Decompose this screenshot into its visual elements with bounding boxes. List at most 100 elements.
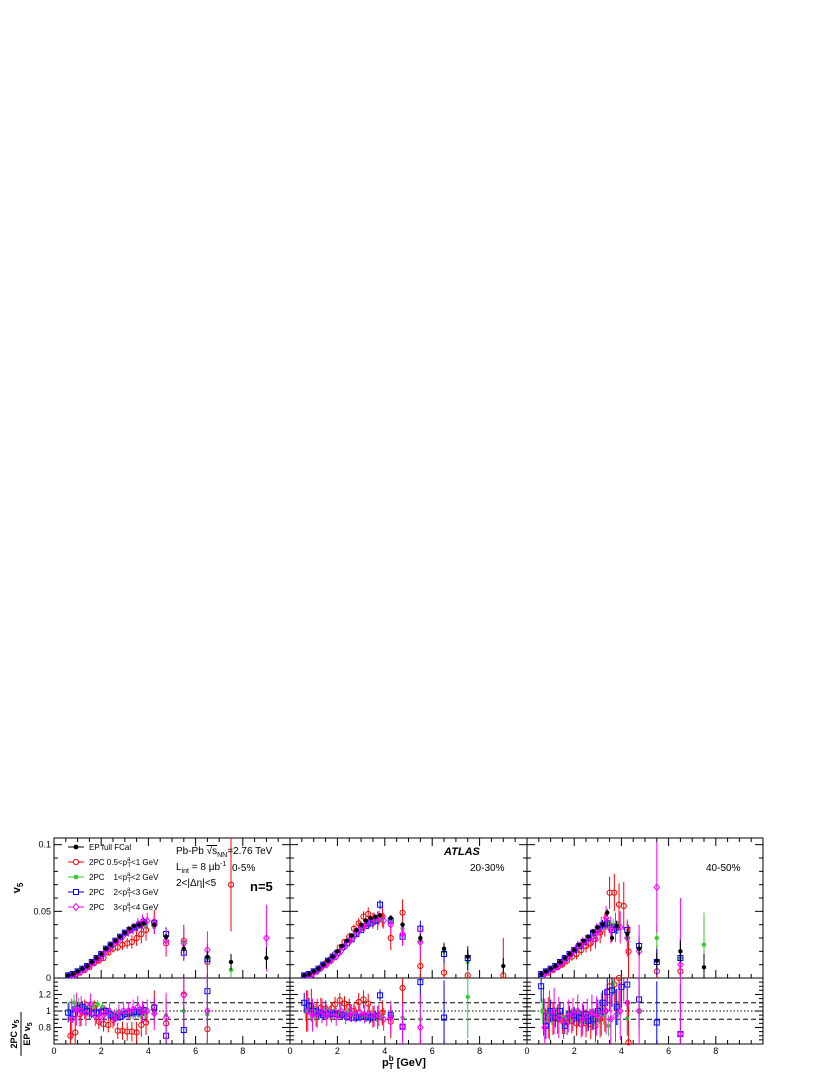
legend-entry-2pc-3-4: 2PC 3<pa T<4 GeV (68, 902, 159, 914)
panel-2: 0 2 4 6 8 (287, 837, 528, 1056)
ratio-label-numerator: 2PC v5 (9, 1019, 21, 1048)
data-point (605, 910, 610, 915)
data-point (360, 996, 367, 1003)
data-point (136, 922, 142, 927)
data-point (604, 920, 611, 927)
data-point (120, 1006, 127, 1016)
system-annotation: Pb-Pb √sNN=2.76 TeV (176, 845, 273, 859)
legend-label: 2PC 2<pa T<3 GeV (89, 887, 159, 899)
data-point (607, 925, 615, 935)
data-point (501, 963, 506, 969)
data-point (375, 1011, 383, 1020)
data-point (163, 934, 169, 939)
y-axis-label-sub: 5 (16, 882, 25, 887)
data-point (306, 971, 312, 977)
data-point (620, 902, 627, 910)
data-point (332, 1012, 340, 1021)
ratio-series (541, 978, 684, 1044)
data-point (623, 998, 631, 1007)
data-point (701, 965, 707, 970)
data-point (337, 1006, 345, 1016)
data-point (65, 973, 71, 978)
data-point (543, 969, 549, 974)
data-point (600, 922, 605, 927)
data-point (614, 923, 619, 929)
data-point (387, 1013, 395, 1022)
legend-label-text: 2PC 3<p (89, 903, 128, 912)
data-point (89, 959, 94, 965)
data-point (400, 922, 405, 927)
data-point (616, 1006, 624, 1016)
data-point (88, 959, 95, 965)
data-point (138, 930, 145, 938)
data-point (417, 1023, 424, 1032)
data-point (358, 922, 364, 927)
legend-marker-open-diamond (72, 902, 80, 912)
data-point (355, 998, 362, 1006)
data-point (377, 913, 383, 918)
data-point (342, 1011, 350, 1021)
ratio-label-denominator: EP v5 (22, 1022, 34, 1045)
x-tick-label: 0 (287, 1046, 292, 1056)
data-point (606, 1023, 611, 1029)
x-tick-label: 6 (430, 1046, 435, 1056)
data-point (142, 926, 150, 934)
data-point (128, 938, 135, 946)
data-point (555, 1013, 563, 1022)
legend-label-tail: <2 GeV (131, 873, 159, 882)
data-point (204, 1006, 211, 1016)
data-point (67, 1032, 74, 1039)
data-point (227, 881, 235, 888)
legend-marker-open-circle (72, 858, 80, 866)
legend-label-sup: a (127, 857, 131, 863)
data-point (377, 901, 384, 908)
x-tick-label: 2 (572, 1046, 577, 1056)
y-tick-label: 0.1 (38, 840, 51, 850)
legend-label-tail: <1 GeV (131, 858, 159, 867)
data-point (356, 1008, 364, 1017)
data-series (538, 909, 707, 978)
data-point (399, 929, 406, 939)
data-point (152, 922, 157, 927)
data-point (548, 966, 553, 971)
data-point (311, 969, 316, 974)
data-point (441, 1014, 448, 1021)
data-point (399, 909, 406, 916)
data-point (441, 946, 447, 951)
data-point (602, 1006, 610, 1016)
data-point (440, 969, 448, 976)
legend-entry-2pc-1-2: 2PC 1<pa T<2 GeV (68, 872, 159, 884)
data-point (654, 958, 659, 963)
x-axis-label-main: p (382, 1057, 389, 1069)
legend-label-sub: T (127, 908, 131, 914)
x-tick-label: 4 (619, 1046, 624, 1056)
data-point (106, 1006, 113, 1016)
data-point (309, 1011, 316, 1020)
data-point (593, 1011, 600, 1021)
data-point (124, 1006, 132, 1016)
legend-label-sub: T (127, 878, 131, 884)
data-point (72, 1029, 79, 1036)
data-point (572, 947, 577, 953)
data-point (538, 971, 544, 977)
data-point (399, 1022, 406, 1031)
y-tick-label: 0 (46, 973, 51, 983)
x-tick-label: 0 (51, 1046, 56, 1056)
data-point (361, 1010, 369, 1019)
data-point (365, 910, 372, 918)
data-point (417, 979, 424, 986)
data-point (108, 942, 113, 947)
data-point (114, 944, 121, 951)
legend-marker-filled-circle (73, 844, 79, 850)
x-tick-label: 0 (524, 1046, 529, 1056)
data-point (142, 1019, 150, 1026)
ratio-label-den-text: EP v (22, 1026, 32, 1045)
data-point (541, 1023, 549, 1032)
data-point (330, 954, 335, 959)
data-point (590, 1016, 597, 1023)
lumi-mid: = 8 μb (189, 862, 220, 873)
data-point (75, 969, 80, 974)
data-point (417, 937, 424, 947)
lumi-annotation: Lint = 8 μb-1 (176, 861, 226, 875)
